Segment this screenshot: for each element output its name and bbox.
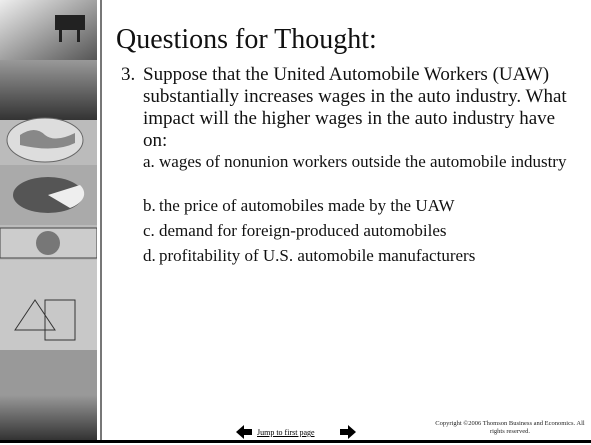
item: c. demand for foreign-produced automobil… (143, 221, 583, 240)
item-label: a. (143, 152, 159, 171)
item-label: c. (143, 221, 159, 240)
decorative-image-strip (0, 0, 97, 440)
next-arrow[interactable] (340, 425, 356, 439)
slide-page: Questions for Thought: 3. Suppose that t… (0, 0, 591, 445)
bottom-rule (0, 440, 591, 443)
slide-title: Questions for Thought: (116, 24, 377, 56)
question-number: 3. (121, 64, 143, 152)
item: d. profitability of U.S. automobile manu… (143, 246, 583, 265)
item-text: the price of automobiles made by the UAW (159, 196, 455, 215)
divider (100, 0, 102, 440)
item-text: demand for foreign-produced automobiles (159, 221, 447, 240)
jump-link[interactable]: Jump to first page (257, 428, 315, 437)
question-text: Suppose that the United Automobile Worke… (143, 64, 576, 152)
item-label: d. (143, 246, 159, 265)
copyright: Copyright ©2006 Thomson Business and Eco… (430, 420, 590, 436)
item-label: b. (143, 196, 159, 215)
item: a. wages of nonunion workers outside the… (143, 152, 583, 171)
item-text: profitability of U.S. automobile manufac… (159, 246, 475, 265)
question: 3. Suppose that the United Automobile Wo… (121, 64, 576, 152)
item-text: wages of nonunion workers outside the au… (159, 152, 566, 171)
previous-arrow[interactable] (236, 425, 252, 439)
item: b. the price of automobiles made by the … (143, 196, 583, 215)
